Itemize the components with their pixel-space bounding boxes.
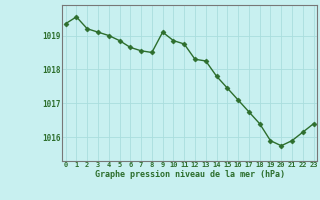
X-axis label: Graphe pression niveau de la mer (hPa): Graphe pression niveau de la mer (hPa) [95,170,284,179]
